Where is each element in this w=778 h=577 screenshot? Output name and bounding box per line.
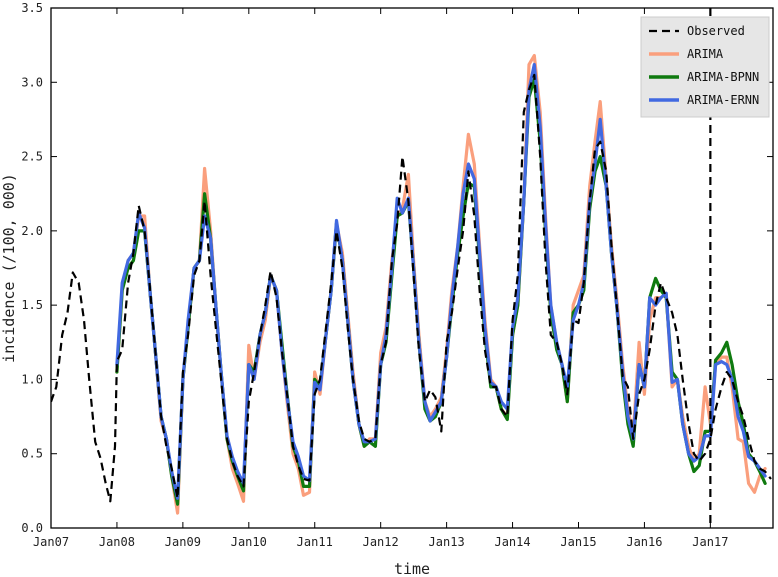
series-layer xyxy=(51,53,772,515)
chart-legend: Observed ARIMA ARIMA-BPNN ARIMA-ERNN xyxy=(640,16,770,118)
x-tick-label: Jan10 xyxy=(231,535,267,549)
x-tick-label: Jan14 xyxy=(494,535,530,549)
x-tick-label: Jan09 xyxy=(165,535,201,549)
axis-ticks: Jan07 Jan08 Jan09 Jan10 Jan11 Jan12 Jan13 Jan14… xyxy=(21,1,773,549)
x-axis-label: time xyxy=(394,560,430,577)
y-tick-label: 3.5 xyxy=(21,1,43,15)
y-tick-label: 1.5 xyxy=(21,298,43,312)
y-axis-label: incidence (/100, 000) xyxy=(0,173,18,363)
y-tick-label: 2.5 xyxy=(21,150,43,164)
x-tick-label: Jan17 xyxy=(692,535,728,549)
legend-label-arima: ARIMA xyxy=(687,47,724,61)
y-tick-label: 0.5 xyxy=(21,447,43,461)
legend-label-arima-ernn: ARIMA-ERNN xyxy=(687,93,759,107)
x-tick-label: Jan12 xyxy=(363,535,399,549)
x-tick-label: Jan07 xyxy=(33,535,69,549)
y-tick-label: 3.0 xyxy=(21,75,43,89)
y-tick-label: 0.0 xyxy=(21,521,43,535)
y-tick-label: 2.0 xyxy=(21,224,43,238)
x-tick-label: Jan13 xyxy=(429,535,465,549)
y-tick-label: 1.0 xyxy=(21,372,43,386)
x-tick-label: Jan08 xyxy=(99,535,135,549)
x-tick-label: Jan11 xyxy=(297,535,333,549)
legend-label-arima-bpnn: ARIMA-BPNN xyxy=(687,70,759,84)
x-tick-label: Jan16 xyxy=(626,535,662,549)
legend-label-observed: Observed xyxy=(687,24,745,38)
series-line-observed xyxy=(51,73,772,503)
x-tick-label: Jan15 xyxy=(560,535,596,549)
